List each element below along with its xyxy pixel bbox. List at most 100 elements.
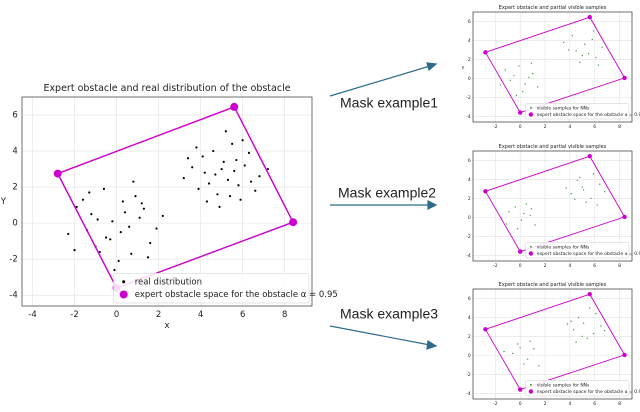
x-tick-label: -4 — [28, 310, 36, 320]
point — [132, 180, 135, 183]
polygon-vertex — [518, 249, 523, 254]
point — [581, 186, 584, 188]
obstacle-polygon — [484, 155, 626, 253]
point — [505, 223, 508, 225]
x-tick-label: 6 — [593, 401, 596, 407]
x-tick-label: 8 — [282, 310, 287, 320]
x-tick-label: 4 — [568, 401, 571, 407]
point — [231, 142, 234, 145]
point — [155, 227, 158, 230]
y-tick-label: 2 — [12, 183, 17, 193]
point — [218, 205, 221, 209]
point — [220, 167, 223, 171]
point — [67, 232, 70, 236]
point — [582, 322, 585, 324]
polygon-vertex — [587, 292, 592, 297]
point — [109, 238, 112, 241]
y-tick-label: 0 — [12, 219, 17, 229]
point — [514, 206, 516, 208]
chart-title: Expert obstacle and partial visible samp… — [499, 5, 607, 11]
point — [235, 158, 238, 162]
point — [96, 218, 99, 221]
polygon-vertex — [622, 214, 627, 220]
obstacle-polygon — [484, 293, 626, 391]
polygon-vertex — [483, 50, 488, 55]
polygon-vertex — [289, 218, 298, 227]
x-tick-label: 6 — [593, 124, 596, 130]
point — [596, 204, 598, 206]
point — [222, 160, 225, 163]
point — [138, 216, 141, 219]
point — [592, 173, 595, 175]
point — [241, 139, 244, 142]
x-tick-label: 2 — [544, 263, 547, 269]
point — [533, 348, 535, 350]
legend-marker — [528, 251, 534, 256]
y-tick-label: 0 — [468, 76, 471, 82]
point — [515, 94, 518, 97]
y-tick-label: 0 — [468, 215, 471, 221]
point — [595, 56, 597, 59]
x-tick-label: -2 — [493, 263, 498, 269]
legend-box — [525, 242, 630, 259]
legend-marker — [529, 106, 532, 109]
y-tick-label: 2 — [468, 334, 471, 340]
point — [239, 198, 242, 201]
point — [512, 352, 514, 355]
legend-box — [525, 380, 630, 397]
y-tick-label: 0 — [468, 353, 471, 359]
y-tick-label: 4 — [468, 315, 471, 321]
polygon-vertex — [622, 352, 627, 358]
y-axis-label: Y — [0, 197, 7, 207]
point — [88, 191, 91, 194]
legend-label: expert obstacle space for the obstacle α… — [537, 389, 640, 395]
point — [233, 169, 236, 172]
x-tick-label: 4 — [198, 310, 203, 320]
point — [585, 201, 587, 203]
y-tick-label: 2 — [468, 57, 471, 63]
annotation: Mask example1 — [340, 95, 438, 111]
point — [228, 194, 232, 198]
x-tick-label: 0 — [519, 124, 522, 130]
y-tick-label: -2 — [466, 234, 471, 240]
y-tick-label: 2 — [468, 196, 471, 202]
point — [521, 90, 524, 93]
point — [586, 337, 588, 340]
y-tick-label: 6 — [12, 111, 17, 121]
annotation: Mask example3 — [340, 306, 438, 322]
point — [530, 208, 533, 210]
point — [75, 205, 78, 209]
point — [149, 241, 152, 245]
polygon-vertex — [587, 15, 592, 20]
point — [529, 340, 531, 342]
point — [601, 46, 603, 48]
chart: -2 0 2 4 6 8 -4 -2 0 2 4 6 Expert obstacle and parti… — [462, 5, 640, 130]
legend-label: expert obstacle space for the obstacle α… — [135, 290, 338, 300]
x-tick-label: 0 — [519, 263, 522, 269]
point — [517, 343, 519, 345]
polygon-vertex — [230, 102, 239, 111]
obstacle-polygon — [484, 16, 626, 114]
legend-label: visible samples for NNs — [537, 105, 590, 111]
arrows — [329, 62, 438, 350]
point — [254, 189, 257, 192]
point — [570, 192, 572, 195]
legend-marker — [529, 245, 532, 248]
point — [205, 200, 209, 203]
polygon-vertex — [483, 189, 488, 194]
point — [207, 182, 211, 185]
point — [587, 53, 590, 55]
point — [595, 312, 597, 315]
y-axis-label: y — [462, 66, 465, 71]
legend-box — [525, 103, 630, 120]
point — [203, 171, 206, 174]
point — [214, 173, 217, 176]
point — [518, 65, 520, 67]
point — [509, 79, 511, 81]
x-tick-label: 6 — [593, 263, 596, 269]
point — [526, 358, 529, 360]
x-tick-label: 4 — [568, 124, 571, 130]
x-tick-label: -2 — [70, 310, 78, 320]
y-tick-label: -2 — [9, 255, 17, 265]
